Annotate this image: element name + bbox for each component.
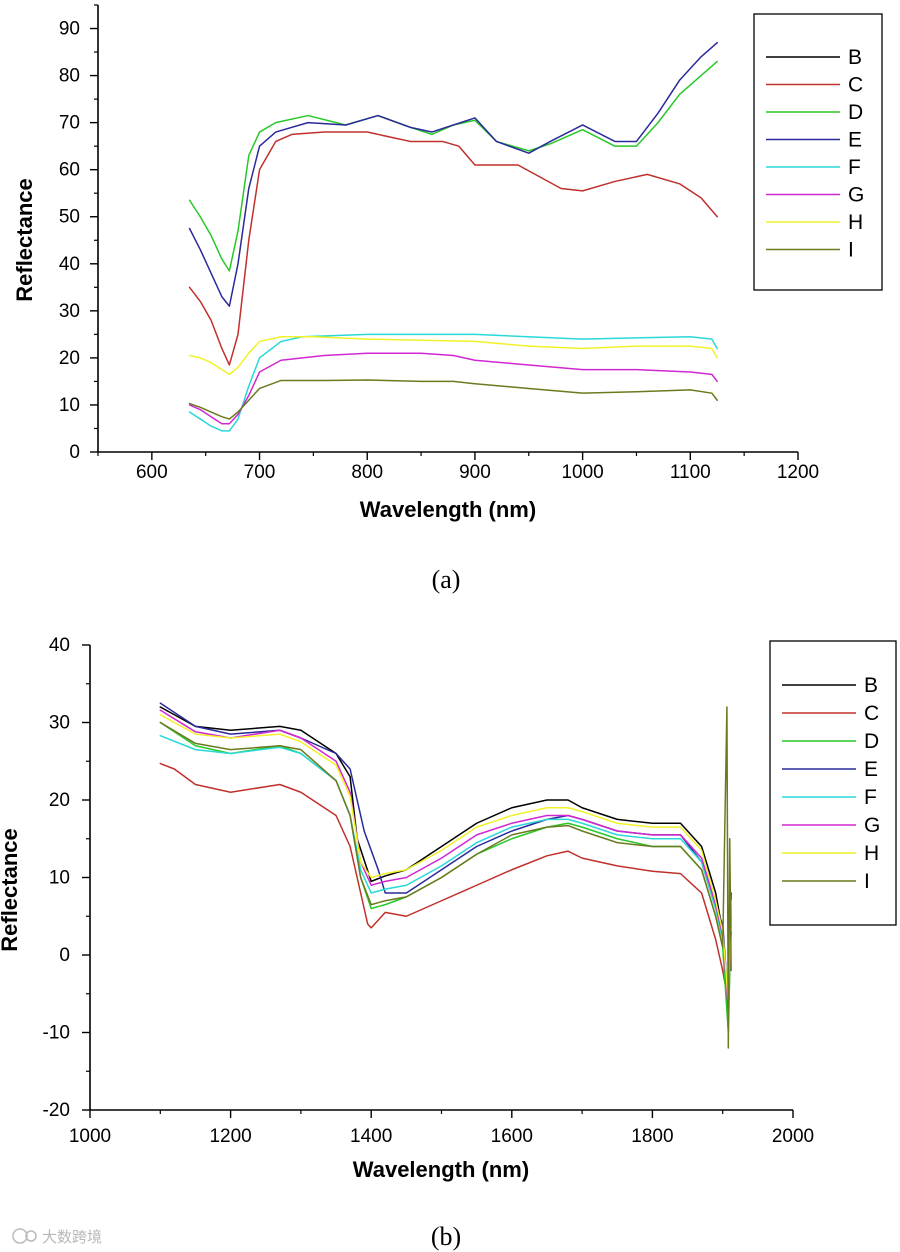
y-tick-label-a-0: 0 xyxy=(69,442,80,463)
y-tick-label-b-30: 30 xyxy=(49,713,70,734)
series-line-b-H xyxy=(159,714,732,1003)
series-line-a-F xyxy=(188,333,718,432)
series-line-a-E xyxy=(188,41,718,307)
legend-label-a-G: G xyxy=(848,184,864,207)
y-tick-label-a-30: 30 xyxy=(59,301,80,322)
y-tick-label-a-40: 40 xyxy=(59,254,80,275)
x-tick-label-b-1000: 1000 xyxy=(69,1126,111,1147)
watermark-logo-icon xyxy=(12,1228,28,1244)
x-tick-label-a-700: 700 xyxy=(244,462,276,483)
series-line-b-F xyxy=(159,734,732,995)
legend-label-a-C: C xyxy=(848,74,863,97)
x-tick-label-b-1600: 1600 xyxy=(491,1126,533,1147)
legend-label-a-E: E xyxy=(848,129,862,152)
y-tick-label-a-70: 70 xyxy=(59,113,80,134)
series-line-b-C xyxy=(159,762,732,1003)
y-axis-title-b: Reflectance xyxy=(0,828,22,952)
legend-label-b-B: B xyxy=(864,674,878,697)
series-line-a-I xyxy=(188,379,718,420)
x-axis-title-b: Wavelength (nm) xyxy=(353,1157,529,1182)
x-tick-label-b-2000: 2000 xyxy=(772,1126,814,1147)
y-tick-label-a-50: 50 xyxy=(59,207,80,228)
y-tick-label-a-10: 10 xyxy=(59,395,80,416)
plot-area-a xyxy=(98,5,798,452)
y-tick-label-b-40: 40 xyxy=(49,635,70,656)
y-tick-label-b-10: 10 xyxy=(49,868,70,889)
series-line-b-G xyxy=(159,709,732,1010)
series-line-a-D xyxy=(188,60,718,272)
series-line-a-H xyxy=(188,335,718,376)
x-tick-label-b-1800: 1800 xyxy=(631,1126,673,1147)
y-tick-label-a-60: 60 xyxy=(59,160,80,181)
series-group-b xyxy=(159,702,732,1049)
y-tick-label-b-0: 0 xyxy=(59,945,70,966)
legend-label-b-F: F xyxy=(864,786,877,809)
y-axis-title-a: Reflectance xyxy=(12,178,37,302)
x-axis-title-a: Wavelength (nm) xyxy=(360,497,536,522)
chart-panel-a: 600 700 800 900 1000 1100 1200 0 10 20 30 40 50 60 70 8… xyxy=(12,4,883,594)
watermark: 大数跨境 xyxy=(12,1228,102,1246)
series-line-a-C xyxy=(188,131,718,366)
x-tick-label-b-1200: 1200 xyxy=(209,1126,251,1147)
chart-panel-b: 1000 1200 1400 1600 1800 2000-20-10010203040 … xyxy=(0,635,897,1251)
legend-label-b-E: E xyxy=(864,758,878,781)
y-tick-label-a-20: 20 xyxy=(59,348,80,369)
legend-box-a xyxy=(753,13,883,291)
legend-box-b xyxy=(769,640,897,926)
x-tick-label-a-600: 600 xyxy=(136,462,168,483)
legend-label-b-I: I xyxy=(864,870,870,893)
x-tick-label-a-800: 800 xyxy=(351,462,383,483)
y-tick-label-a-80: 80 xyxy=(59,66,80,87)
series-line-b-I xyxy=(159,706,732,1049)
legend-label-a-I: I xyxy=(848,239,854,262)
x-tick-label-a-1100: 1100 xyxy=(670,462,711,483)
y-tick-label-b-20: 20 xyxy=(49,790,70,811)
x-tick-label-a-900: 900 xyxy=(459,462,491,483)
legend-label-b-H: H xyxy=(864,842,879,865)
legend-label-a-B: B xyxy=(848,46,862,69)
legend-label-b-D: D xyxy=(864,730,879,753)
series-line-b-D xyxy=(159,721,732,1034)
series-line-a-G xyxy=(188,352,718,425)
x-tick-label-a-1200: 1200 xyxy=(777,462,819,483)
watermark-logo-icon-ring xyxy=(25,1230,37,1242)
legend-label-b-G: G xyxy=(864,814,880,837)
watermark-text: 大数跨境 xyxy=(42,1228,102,1246)
legend-label-b-C: C xyxy=(864,702,879,725)
series-line-b-B xyxy=(159,706,732,1018)
y-tick-label-b--20: -20 xyxy=(43,1100,70,1121)
panel-label-b: (b) xyxy=(431,1222,461,1251)
x-tick-label-b-1400: 1400 xyxy=(350,1126,392,1147)
panel-label-a: (a) xyxy=(432,565,461,594)
legend-label-a-F: F xyxy=(848,156,861,179)
legend-label-a-D: D xyxy=(848,101,863,124)
legend-label-a-H: H xyxy=(848,211,863,234)
y-tick-label-a-90: 90 xyxy=(59,19,80,40)
series-group-a xyxy=(188,41,718,432)
x-tick-label-a-1000: 1000 xyxy=(561,462,603,483)
y-tick-label-b--10: -10 xyxy=(43,1023,70,1044)
